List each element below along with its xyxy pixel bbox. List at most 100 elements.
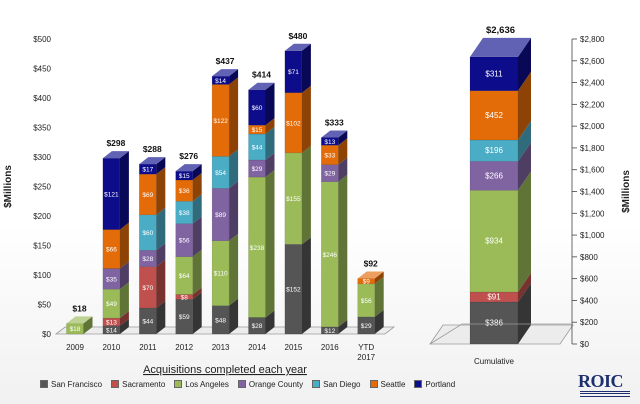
bar-segment-side [518,171,531,293]
bar-segment-side [156,167,166,215]
bar-segment [469,90,519,141]
bar-segment [469,190,519,293]
x-tick-label: 2009 [66,343,84,352]
legend-label: Portland [425,379,456,389]
data-label: $196 [485,146,503,155]
legend-label: Orange County [248,379,304,389]
total-label: $437 [216,56,235,66]
data-label: $60 [142,230,153,237]
legend-item: Seattle [369,380,405,389]
y-tick-label: $200 [33,212,51,221]
bar-segment-side [229,181,239,241]
bar-segment-side [338,174,348,327]
bar-segment-side [229,233,239,306]
logo-text: ROIC [578,371,624,391]
y-tick-label: $0 [580,340,589,349]
legend-label: San Diego [323,379,361,389]
legend-label: San Francisco [51,379,103,389]
y-tick-label: $800 [580,253,598,262]
x-tick-label: Cumulative [474,357,515,366]
data-label: $110 [214,271,228,278]
x-tick-label: 2013 [212,343,230,352]
total-label: $276 [179,151,198,161]
bar-top [102,151,129,159]
legend-item: Los Angeles [174,380,229,389]
y-tick-label: $250 [33,183,51,192]
total-label: $2,636 [486,25,515,36]
data-label: $28 [252,323,263,330]
y-tick-label: $1,800 [580,144,605,153]
bar-segment-side [229,149,239,189]
data-label: $311 [485,69,503,78]
y-axis-title: $Millions [3,165,14,208]
data-label: $13 [106,319,117,326]
legend-swatch [369,380,378,388]
logo-swoosh [580,389,630,397]
data-label: $70 [142,285,153,292]
bar-segment-side [301,43,311,93]
bar-segment-side [156,243,166,267]
x-tick-label: 2012 [175,343,193,352]
y-tick-label: $1,200 [580,209,605,218]
bar-segment-side [192,164,202,181]
bar-segment-side [265,126,275,160]
data-label: $56 [179,238,190,245]
bar-segment-side [119,282,129,319]
bar-top [470,37,531,57]
data-label: $14 [106,327,117,334]
y-tick-label: $400 [580,296,598,305]
y-tick-label: $2,000 [580,122,605,131]
bar-segment-side [192,287,202,300]
total-label: $480 [288,31,307,41]
bar-segment-side [265,170,275,318]
data-label: $71 [288,69,299,76]
legend-swatch [174,380,183,388]
bar-top [212,69,239,77]
y-tick-label: $450 [33,65,51,74]
data-label: $122 [213,118,228,125]
bar-segment-side [192,216,202,257]
bar-segment-side [119,318,129,334]
y-tick-label: $50 [38,301,52,310]
bar-segment-side [374,276,384,317]
data-label: $56 [361,298,372,305]
data-label: $69 [142,192,153,199]
data-label: $14 [215,78,226,85]
data-label: $44 [142,319,153,326]
bar-segment-side [301,85,311,153]
data-label: $15 [252,127,263,134]
legend-item: San Diego [312,379,361,389]
bar-segment-side [229,69,239,85]
bar-segment-side [229,77,239,157]
data-label: $38 [179,210,190,217]
legend-swatch [414,380,423,388]
bar-top [321,130,348,138]
bar-segment [469,161,519,191]
total-label: $288 [143,144,162,154]
x-tick-label: 2011 [139,343,157,352]
data-label: $29 [252,166,263,173]
legend-swatch [111,380,120,388]
data-label: $238 [250,245,265,252]
x-tick-label: 2017 [357,353,375,362]
y-tick-label: $2,800 [580,35,605,44]
y-tick-label: $2,400 [580,79,605,88]
y-tick-label: $100 [33,271,51,280]
data-label: $934 [485,237,503,246]
total-label: $298 [106,138,125,148]
data-label: $60 [252,105,263,112]
bar-segment-side [301,237,311,334]
data-label: $386 [485,318,503,327]
y-tick-label: $1,600 [580,166,605,175]
legend-item: Sacramento [111,380,165,389]
data-label: $13 [324,139,335,146]
y-tick-label: $350 [33,124,51,133]
data-label: $452 [485,111,503,120]
legend-item: Orange County [237,379,304,389]
data-label: $266 [485,171,503,180]
data-label: $91 [487,292,501,301]
bar-segment-side [156,259,166,309]
y-tick-label: $0 [42,330,51,339]
legend-label: Los Angeles [185,379,229,389]
data-label: $29 [324,171,335,178]
